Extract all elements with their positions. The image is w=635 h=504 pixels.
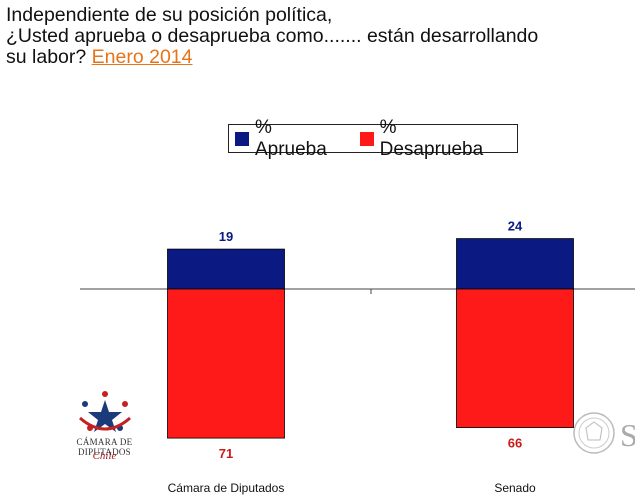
seal-letter: S [620, 417, 635, 453]
senado-seal-icon: S [573, 412, 635, 454]
bar-desaprueba-1 [456, 288, 574, 429]
legend-swatch-aprueba [235, 131, 249, 146]
bar-desaprueba-0 [167, 288, 285, 439]
legend-item-aprueba: % Aprueba [235, 117, 348, 161]
logo-name: CÁMARA DE DIPUTADOS [76, 437, 133, 457]
bar-aprueba-1 [456, 238, 574, 290]
legend-label-desaprueba: % Desaprueba [379, 116, 484, 160]
chart-title: Independiente de su posición política, ¿… [6, 5, 635, 68]
data-label-desaprueba-1: 66 [508, 436, 522, 451]
category-label-0: Cámara de Diputados [168, 481, 285, 495]
legend: % Aprueba % Desaprueba [228, 117, 518, 160]
data-label-aprueba-0: 19 [219, 229, 233, 244]
date-link[interactable]: Enero 2014 [91, 46, 193, 68]
data-label-aprueba-1: 24 [508, 219, 523, 234]
star-people-logo-icon [79, 391, 131, 432]
legend-label-aprueba: % Aprueba [254, 116, 327, 160]
bar-aprueba-0 [167, 248, 285, 290]
question-text: Independiente de su posición política, ¿… [6, 4, 539, 68]
category-label-1: Senado [494, 481, 536, 495]
logo-country: Chile [92, 450, 117, 462]
legend-swatch-desaprueba [359, 131, 374, 146]
data-label-desaprueba-0: 71 [219, 446, 233, 461]
legend-item-desaprueba: % Desaprueba [359, 116, 505, 161]
